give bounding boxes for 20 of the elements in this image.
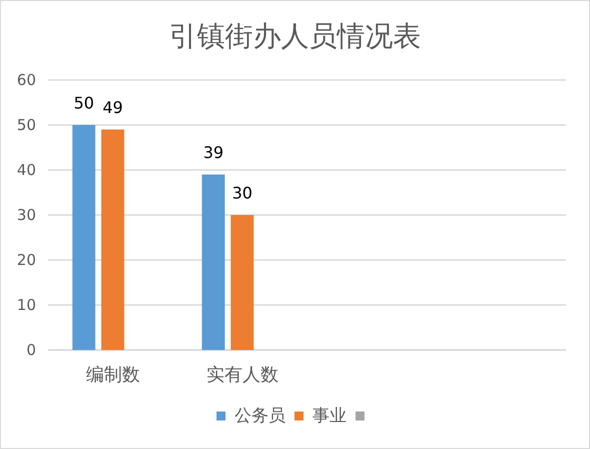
y-tick-label: 30 bbox=[16, 206, 36, 224]
y-tick-label: 50 bbox=[16, 116, 36, 134]
y-tick-label: 60 bbox=[16, 71, 36, 89]
y-tick-label: 20 bbox=[16, 251, 36, 269]
y-tick-label: 10 bbox=[16, 296, 36, 314]
y-tick-label: 0 bbox=[26, 341, 36, 359]
legend-label: 公务员 bbox=[234, 406, 286, 426]
bar bbox=[202, 174, 225, 350]
chart-title: 引镇街办人员情况表 bbox=[169, 20, 421, 52]
x-tick-label: 实有人数 bbox=[206, 364, 278, 386]
y-tick-label: 40 bbox=[16, 161, 36, 179]
data-label: 30 bbox=[232, 184, 252, 202]
bar bbox=[72, 125, 96, 350]
x-tick-label: 编制数 bbox=[86, 364, 140, 386]
data-label: 49 bbox=[102, 98, 123, 117]
data-label: 50 bbox=[74, 94, 94, 112]
bar bbox=[230, 215, 254, 350]
data-label: 39 bbox=[203, 143, 224, 162]
legend-label: 事业 bbox=[312, 406, 346, 426]
bar bbox=[101, 130, 124, 350]
